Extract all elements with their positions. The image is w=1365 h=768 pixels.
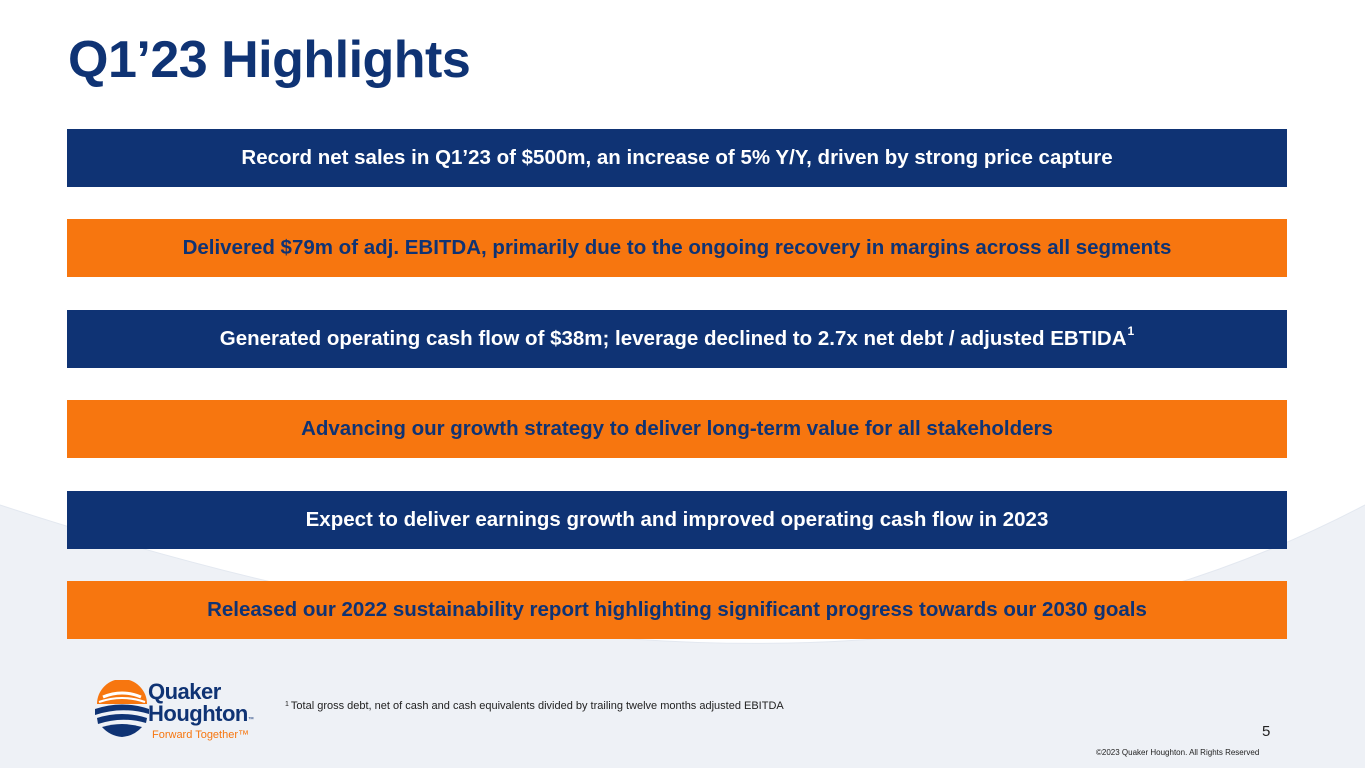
- highlight-text: Delivered $79m of adj. EBITDA, primarily…: [182, 236, 1172, 259]
- footnote-text: Total gross debt, net of cash and cash e…: [290, 700, 784, 712]
- logo-line-2: Houghton: [148, 701, 248, 726]
- footnote-marker: 1: [285, 701, 289, 708]
- footnote-reference: 1: [1127, 324, 1135, 338]
- logo-trademark: ™: [247, 717, 254, 723]
- company-logo: Quaker Houghton™ Forward Together™: [94, 676, 274, 746]
- quaker-houghton-logo-icon: [95, 680, 149, 737]
- logo-wordmark: Quaker Houghton™: [148, 679, 254, 731]
- highlight-bar-sales: Record net sales in Q1’23 of $500m, an i…: [67, 129, 1287, 187]
- copyright: ©2023 Quaker Houghton. All Rights Reserv…: [1096, 748, 1260, 757]
- highlight-text: Released our 2022 sustainability report …: [207, 598, 1147, 621]
- highlight-bar-ebitda: Delivered $79m of adj. EBITDA, primarily…: [67, 219, 1287, 277]
- highlight-text: Advancing our growth strategy to deliver…: [301, 417, 1053, 440]
- highlight-text: Record net sales in Q1’23 of $500m, an i…: [241, 146, 1113, 169]
- footnote: 1 Total gross debt, net of cash and cash …: [285, 700, 784, 712]
- logo-tagline: Forward Together™: [152, 729, 250, 741]
- highlight-bar-cash-flow: Generated operating cash flow of $38m; l…: [67, 310, 1287, 368]
- page-title: Q1’23 Highlights: [68, 31, 471, 89]
- highlight-bar-sustainability: Released our 2022 sustainability report …: [67, 581, 1287, 639]
- highlight-bar-earnings-outlook: Expect to deliver earnings growth and im…: [67, 491, 1287, 549]
- highlight-text: Expect to deliver earnings growth and im…: [305, 508, 1049, 531]
- logo-line-1: Quaker: [148, 679, 221, 704]
- highlight-bar-growth-strategy: Advancing our growth strategy to deliver…: [67, 400, 1287, 458]
- page-number: 5: [1262, 723, 1271, 740]
- highlight-text: Generated operating cash flow of $38m; l…: [219, 327, 1127, 350]
